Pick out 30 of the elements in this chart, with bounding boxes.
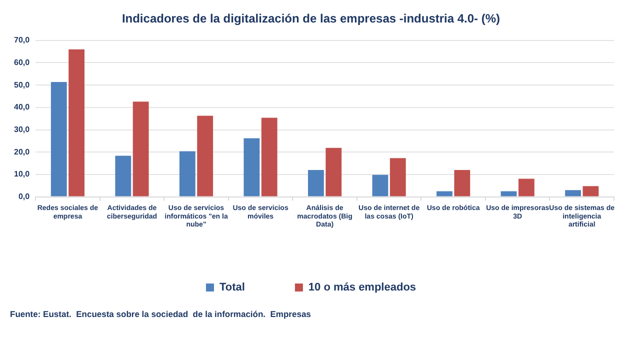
- bar: [582, 186, 599, 196]
- bar: [565, 190, 581, 196]
- y-tick-label: 70,0: [14, 36, 30, 45]
- legend-label: Total: [219, 282, 245, 294]
- bar: [308, 170, 324, 196]
- bar: [179, 151, 196, 196]
- chart-title: Indicadores de la digitalización de las empresas -industria 4.0- (%): [122, 12, 500, 26]
- bar: [261, 118, 278, 196]
- bar: [454, 170, 470, 196]
- bar: [132, 102, 149, 196]
- bar: [390, 158, 406, 196]
- bar: [500, 191, 517, 196]
- bar: [436, 191, 452, 196]
- y-tick-label: 40,0: [14, 102, 30, 112]
- y-tick-label: 60,0: [14, 58, 30, 67]
- legend-label: 10 o más empleados: [308, 282, 416, 294]
- source-note: Fuente: Eustat. Encuesta sobre la sociedad de la información. Empresas: [9, 309, 312, 319]
- bar: [326, 148, 342, 196]
- y-tick-label: 20,0: [14, 147, 30, 156]
- bar: [50, 82, 67, 196]
- y-tick-label: 0,0: [18, 192, 30, 202]
- y-tick-label: 10,0: [14, 170, 30, 179]
- bar: [68, 49, 84, 196]
- y-tick-label: 30,0: [14, 124, 30, 134]
- bar: [372, 174, 388, 196]
- bar: [197, 116, 214, 196]
- bar: [518, 178, 534, 196]
- bar: [115, 156, 132, 196]
- y-tick-label: 50,0: [14, 80, 30, 90]
- bar: [244, 138, 260, 196]
